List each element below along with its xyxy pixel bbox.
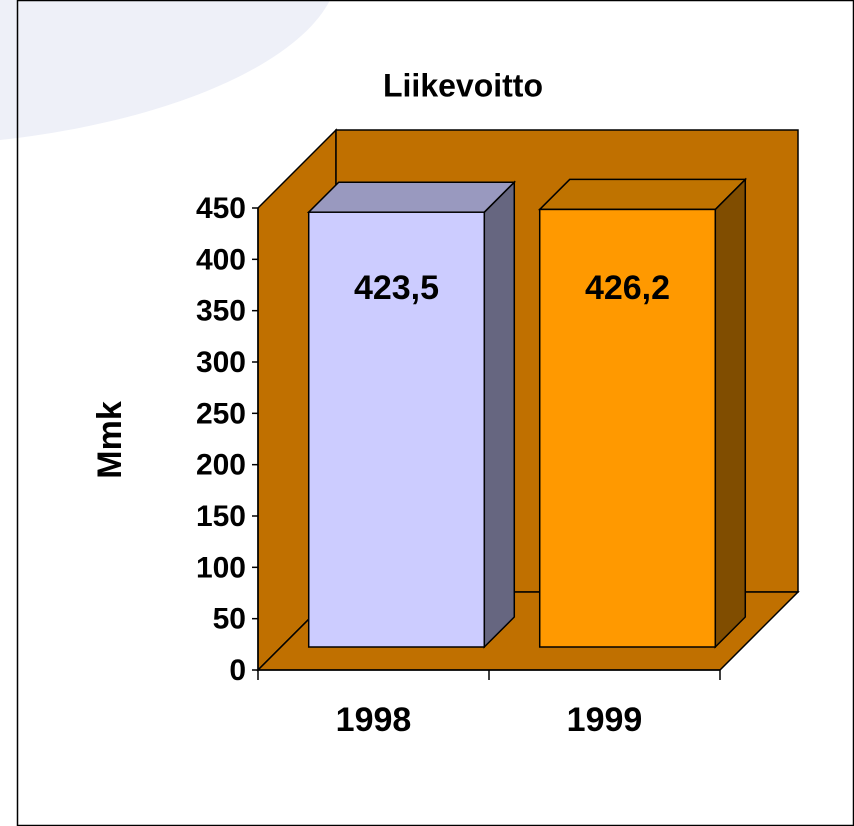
- value-label: 426,2: [585, 269, 670, 307]
- y-tick-label: 300: [196, 346, 246, 379]
- chart-title: Liikevoitto: [383, 67, 543, 103]
- y-tick-label: 150: [196, 500, 246, 533]
- x-tick-label: 1998: [336, 701, 412, 739]
- y-tick-label: 350: [196, 295, 246, 328]
- y-tick-label: 0: [229, 654, 246, 687]
- bar: [307, 211, 486, 648]
- y-tick-label: 100: [196, 551, 246, 584]
- y-tick-label: 450: [196, 192, 246, 225]
- value-label: 423,5: [354, 269, 439, 307]
- background-swoosh: [0, 0, 330, 140]
- y-axis-label: Mmk: [91, 401, 129, 479]
- bar: [538, 208, 717, 648]
- bar-side: [714, 177, 747, 649]
- y-tick-label: 200: [196, 449, 246, 482]
- y-tick-label: 50: [213, 603, 246, 636]
- bar-top: [537, 178, 748, 211]
- bar-side: [483, 180, 516, 649]
- x-tick-label: 1999: [567, 701, 643, 739]
- y-tick-label: 250: [196, 397, 246, 430]
- bar-top: [306, 181, 517, 213]
- y-tick-label: 400: [196, 243, 246, 276]
